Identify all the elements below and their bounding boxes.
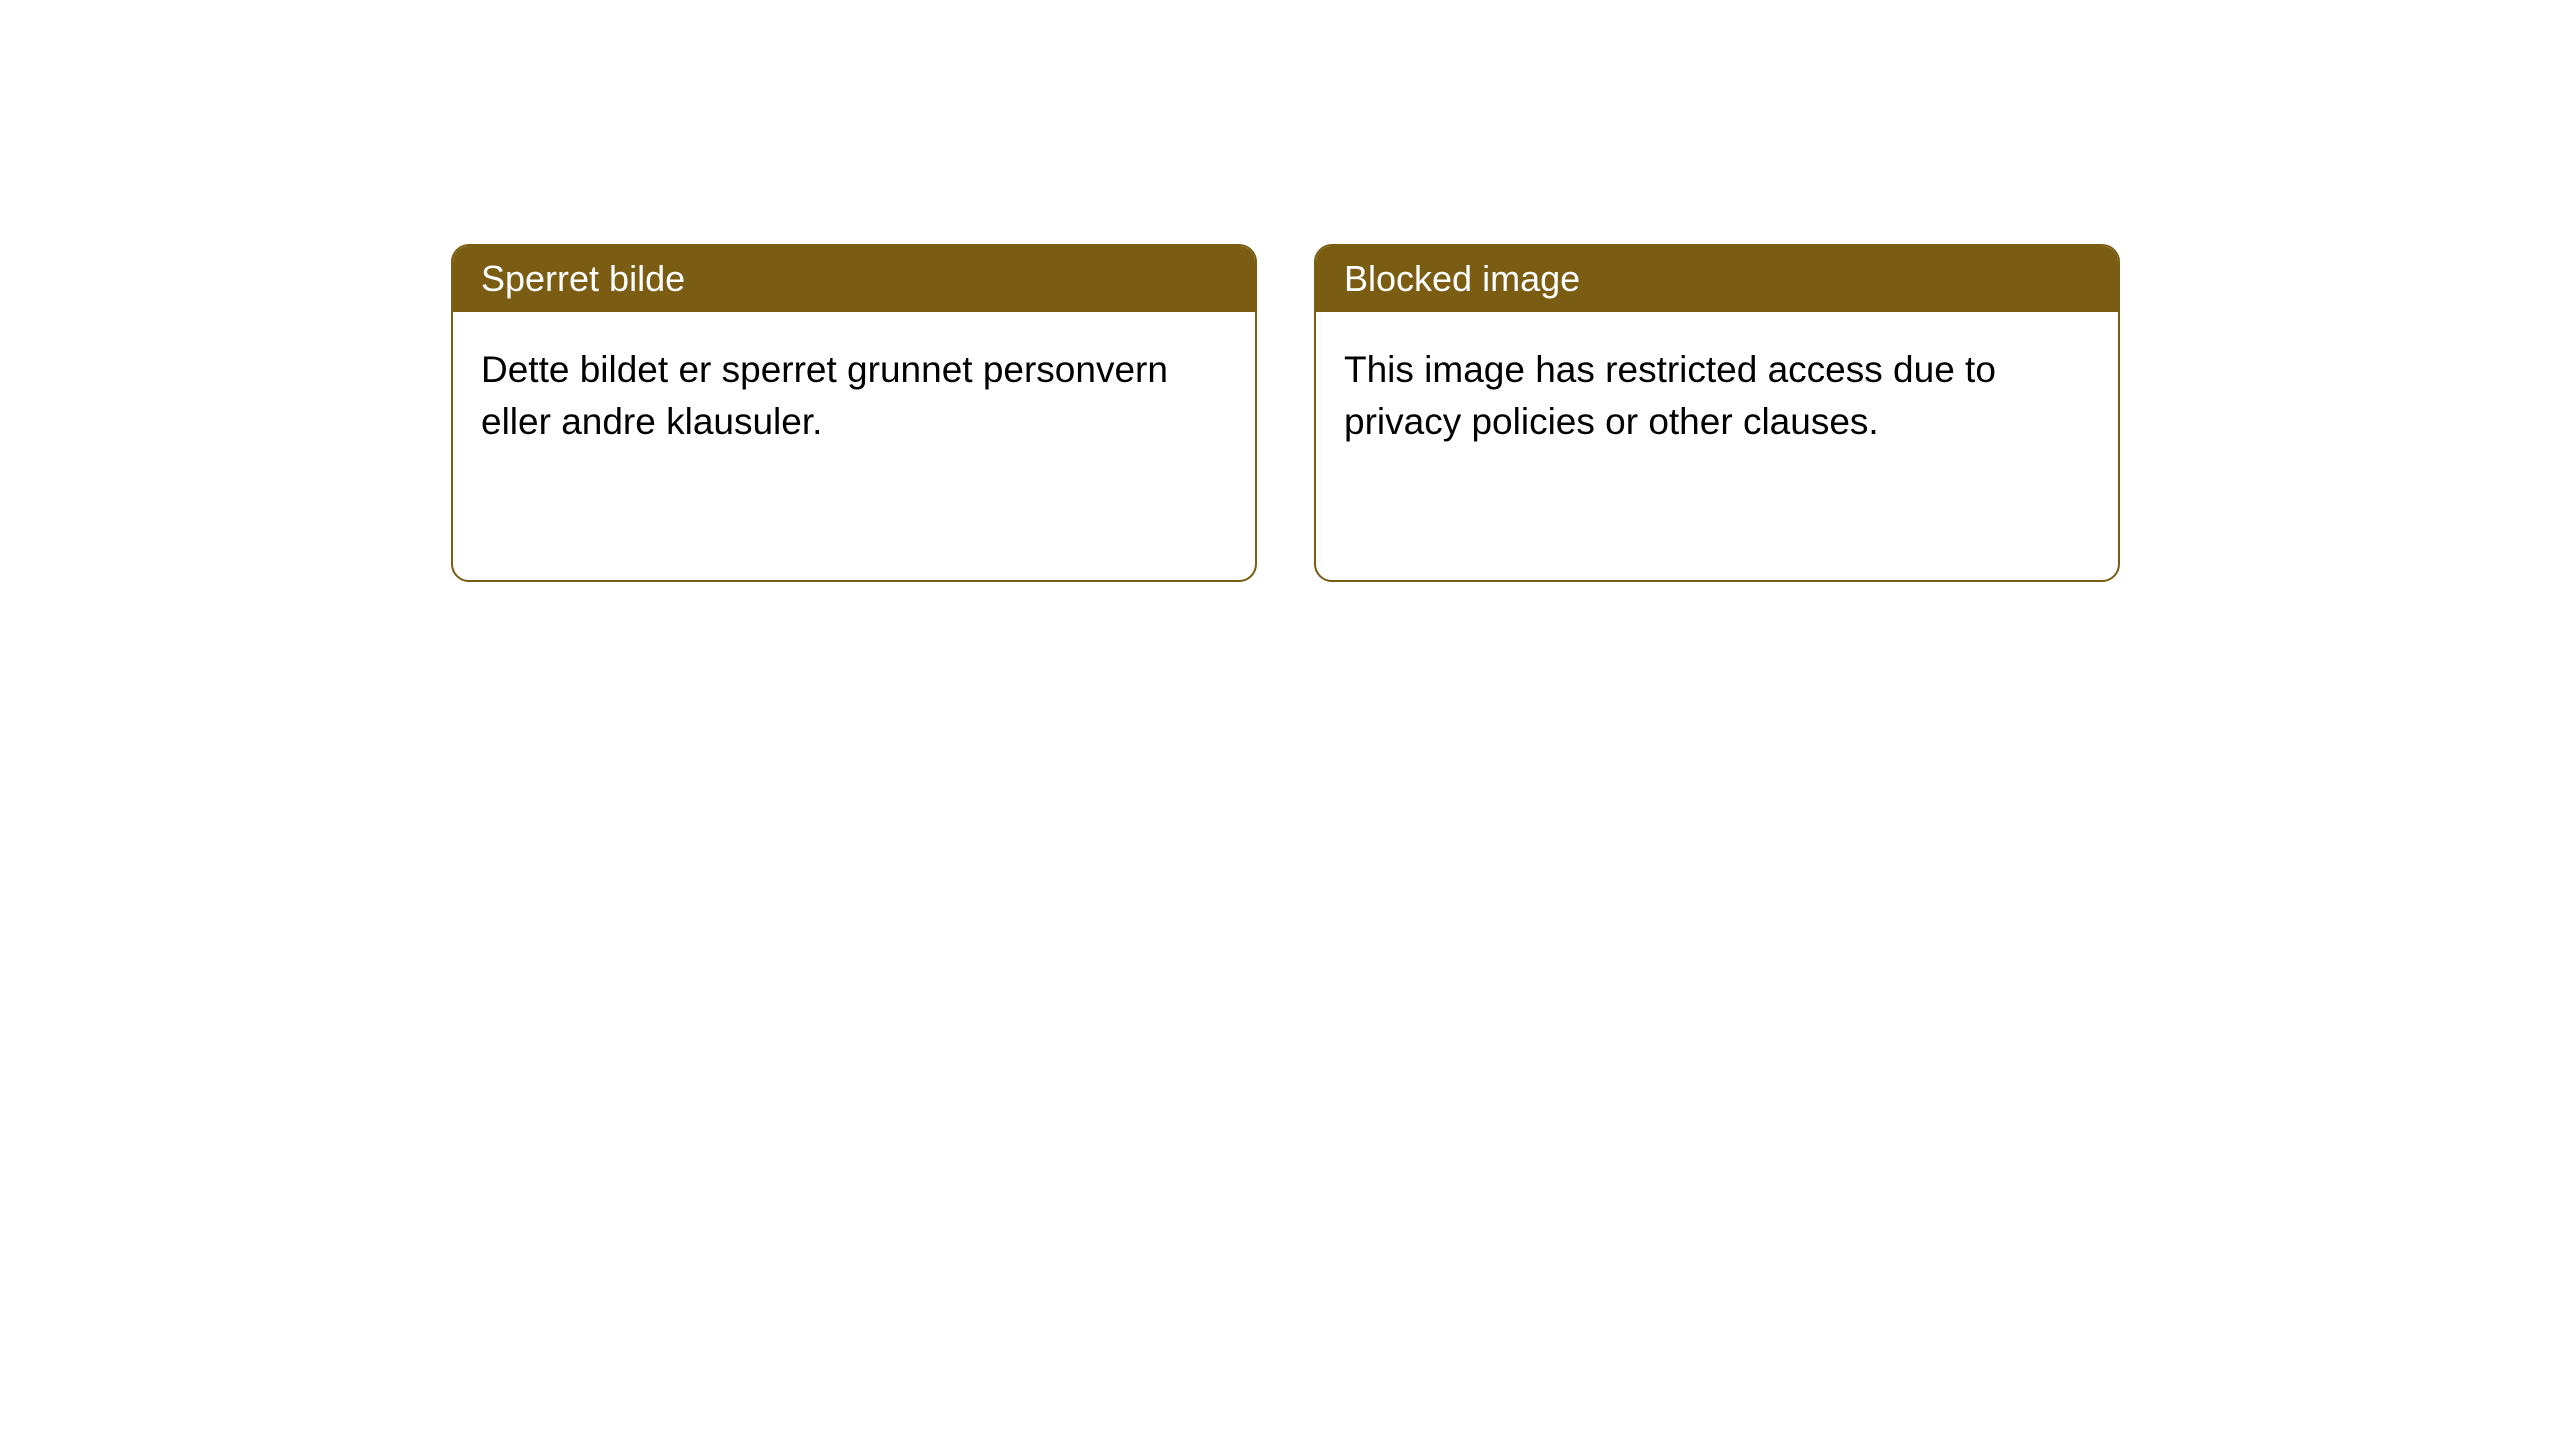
card-body-no: Dette bildet er sperret grunnet personve… xyxy=(453,312,1255,480)
blocked-image-card-en: Blocked image This image has restricted … xyxy=(1314,244,2120,582)
card-title-no: Sperret bilde xyxy=(453,246,1255,312)
notice-cards-row: Sperret bilde Dette bildet er sperret gr… xyxy=(451,244,2120,582)
card-title-en: Blocked image xyxy=(1316,246,2118,312)
card-body-en: This image has restricted access due to … xyxy=(1316,312,2118,480)
blocked-image-card-no: Sperret bilde Dette bildet er sperret gr… xyxy=(451,244,1257,582)
